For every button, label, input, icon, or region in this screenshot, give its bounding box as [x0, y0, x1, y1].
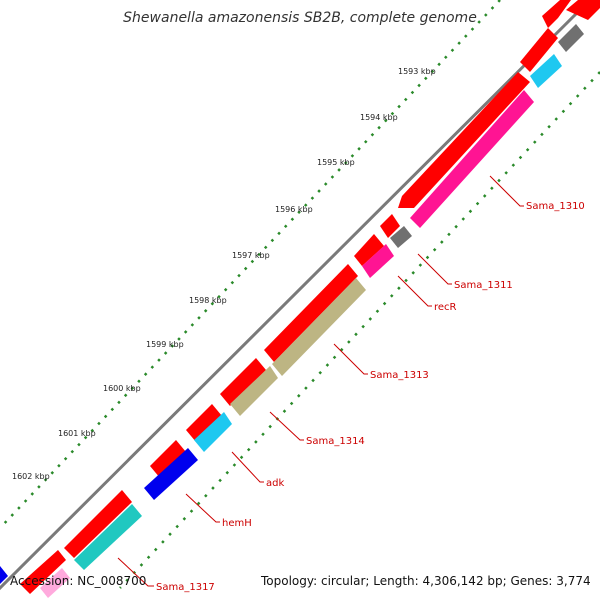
topology-summary: Topology: circular; Length: 4,306,142 bp… [261, 574, 591, 588]
gene-arrow-1593 [520, 28, 558, 72]
reverse-strand [0, 24, 584, 598]
ruler-label-1593: 1593 kbp [398, 67, 436, 76]
gene-bar-pink [40, 568, 70, 598]
gene-label-leaders [117, 175, 524, 587]
ruler-label-1597: 1597 kbp [232, 251, 270, 260]
leader-sama-1310 [489, 175, 524, 207]
forward-strand [20, 0, 600, 594]
gene-arrow-hemH-a [150, 440, 186, 478]
gene-bar-sama-1310 [410, 90, 534, 228]
gene-label-hemH: hemH [222, 518, 252, 529]
gene-label-sama-1314: Sama_1314 [306, 436, 365, 447]
leader-sama-1317 [117, 557, 154, 587]
gene-bar-sama-1317 [74, 504, 142, 570]
gene-arrow-1314a [220, 358, 266, 406]
ruler-label-1601: 1601 kbp [58, 429, 96, 438]
inner-tick-marks [119, 71, 600, 589]
gene-bar-hemH [144, 448, 198, 500]
gene-arrow-1311a [380, 214, 400, 238]
ruler-label-1595: 1595 kbp [317, 158, 355, 167]
ruler-tick-marks [0, 0, 501, 529]
gene-bar-sama-1313 [272, 278, 366, 376]
gene-label-sama-1317: Sama_1317 [156, 582, 215, 593]
gene-labels: Sama_1310 Sama_1311 recR Sama_1313 Sama_… [156, 201, 585, 593]
gene-arrow-adk-a [186, 404, 222, 442]
gene-arrow-top-1 [566, 0, 600, 20]
gene-bar-gray-top [558, 24, 584, 52]
leader-sama-1313 [333, 343, 368, 375]
ruler-label-1598: 1598 kbp [189, 296, 227, 305]
ruler-label-1600: 1600 kbp [103, 384, 141, 393]
leader-hemH [185, 493, 220, 523]
gene-label-sama-1311: Sama_1311 [454, 280, 513, 291]
ruler-ticks [0, 0, 501, 529]
map-title: Shewanella amazonensis SB2B, complete ge… [123, 10, 477, 26]
gene-bar-sama-1311 [390, 226, 412, 248]
accession-text: Accession: NC_008700 [10, 574, 147, 588]
ruler-label-1596: 1596 kbp [275, 205, 313, 214]
gene-bar-adk [194, 412, 232, 452]
leader-sama-1314 [269, 411, 304, 441]
gene-arrow-1317a [64, 490, 132, 558]
ruler-label-1602: 1602 kbp [12, 472, 50, 481]
gene-arrow-1313a [264, 264, 358, 362]
ruler-label-1594: 1594 kbp [360, 113, 398, 122]
gene-arrow-left [20, 550, 66, 594]
gene-label-recR: recR [434, 302, 457, 313]
gene-bar-recR [362, 244, 394, 278]
leader-recR [397, 275, 432, 307]
gene-bar-blue-left [0, 566, 8, 584]
inner-ticks [119, 71, 600, 589]
gene-arrow-top-2 [542, 0, 571, 28]
gene-bar-cyan-top [530, 54, 562, 88]
gene-arrow-1312a [354, 234, 384, 266]
gene-arrow-1310a [398, 72, 530, 208]
gene-bar-sama-1314 [230, 366, 278, 416]
gene-label-sama-1313: Sama_1313 [370, 370, 429, 381]
gene-label-sama-1310: Sama_1310 [526, 201, 585, 212]
leader-sama-1311 [417, 253, 452, 285]
leader-adk [231, 451, 264, 483]
gene-label-adk: adk [266, 478, 284, 489]
ruler-labels-group: 1593 kbp 1594 kbp 1595 kbp 1596 kbp 1597… [12, 67, 436, 481]
ruler-label-1599: 1599 kbp [146, 340, 184, 349]
